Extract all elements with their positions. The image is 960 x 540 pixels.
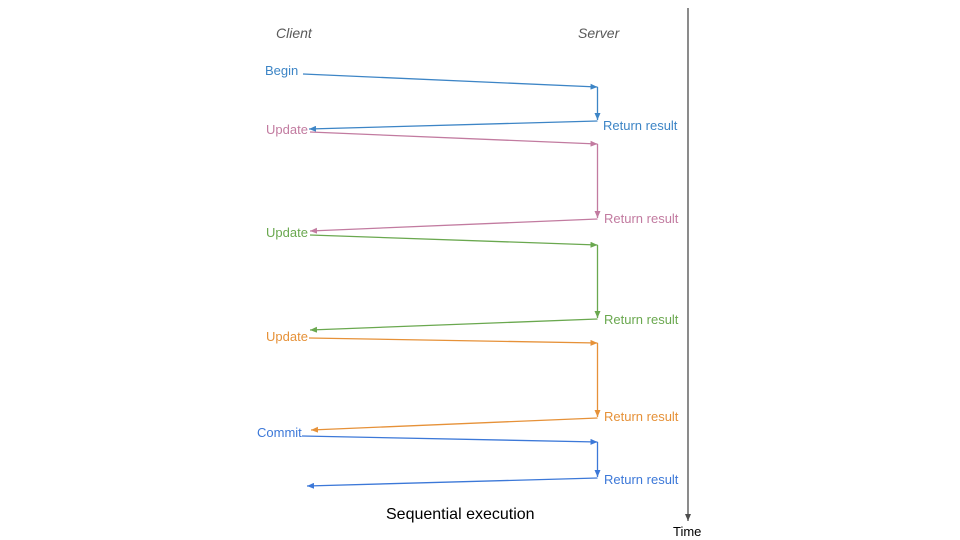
message-cycle-1 (309, 131, 601, 234)
request-arrow-2 (309, 234, 598, 248)
message-label-0: Begin (265, 63, 299, 78)
response-arrow-0 (308, 120, 598, 132)
response-arrow-3 (310, 417, 598, 433)
return-result-label-3: Return result (604, 409, 679, 424)
request-arrow-0 (302, 73, 598, 90)
request-arrow-4 (301, 435, 598, 445)
return-result-label-2: Return result (604, 312, 679, 327)
return-result-label-4: Return result (604, 472, 679, 487)
server-column-label: Server (578, 25, 620, 41)
message-cycle-3 (308, 337, 601, 433)
response-arrow-4 (306, 477, 598, 489)
response-arrow-2 (309, 318, 598, 333)
diagram-caption: Sequential execution (386, 506, 535, 523)
message-cycle-4 (301, 435, 601, 489)
response-arrow-1 (309, 218, 598, 234)
message-label-2: Update (266, 225, 308, 240)
client-column-label: Client (276, 25, 312, 41)
request-arrow-3 (308, 337, 598, 346)
message-label-4: Commit (257, 425, 302, 440)
return-result-label-0: Return result (603, 118, 678, 133)
return-result-label-1: Return result (604, 211, 679, 226)
message-cycle-2 (309, 234, 601, 333)
time-axis-label: Time (673, 524, 702, 539)
request-arrow-1 (309, 131, 598, 147)
message-label-3: Update (266, 329, 308, 344)
message-label-1: Update (266, 122, 308, 137)
message-cycle-0 (302, 73, 601, 132)
